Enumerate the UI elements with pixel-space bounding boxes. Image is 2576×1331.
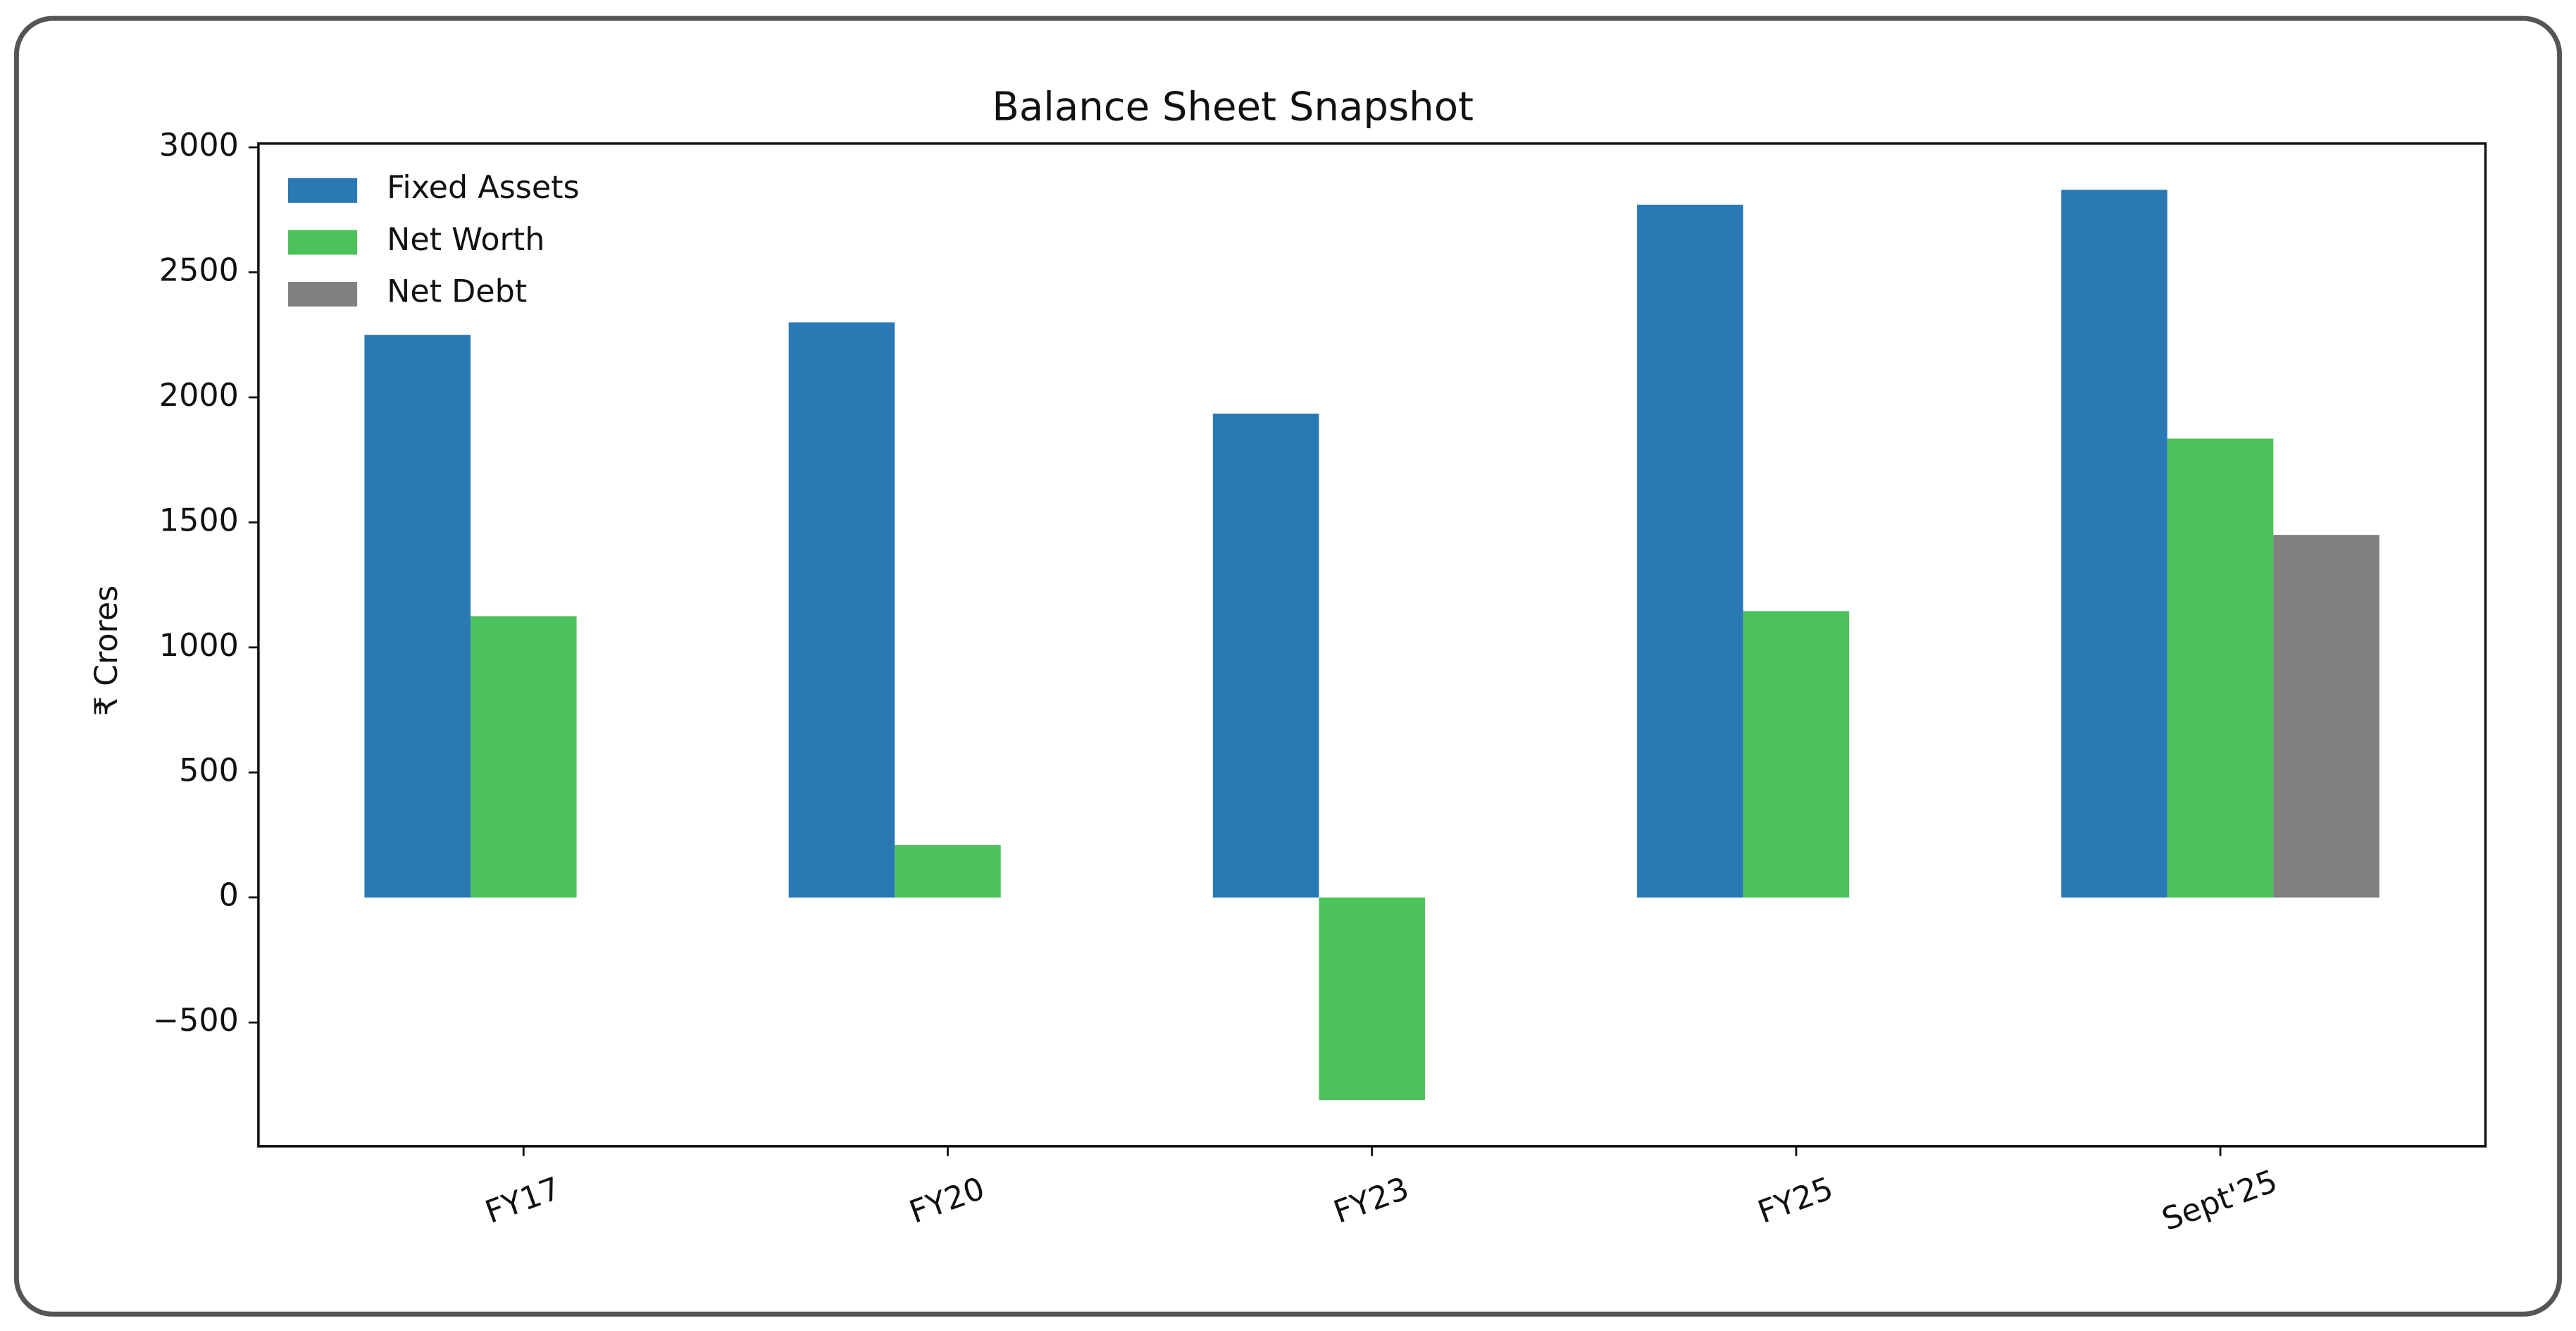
bar xyxy=(2061,190,2167,898)
legend-label: Net Worth xyxy=(387,222,545,258)
bar xyxy=(2273,535,2379,898)
y-tick-label: −500 xyxy=(153,1003,239,1039)
y-tick-label: 0 xyxy=(219,878,239,914)
legend-swatch xyxy=(287,282,358,307)
chart-title: Balance Sheet Snapshot xyxy=(992,84,1474,130)
legend-label: Net Debt xyxy=(387,273,527,309)
y-tick-label: 2500 xyxy=(159,253,239,289)
legend-label: Fixed Assets xyxy=(387,170,580,206)
bar xyxy=(1743,611,1850,898)
legend-swatch xyxy=(287,230,358,255)
bar xyxy=(1637,204,1743,898)
legend-swatch xyxy=(287,178,358,203)
y-tick-label: 500 xyxy=(179,753,239,788)
bar xyxy=(788,322,895,898)
bar xyxy=(364,335,471,898)
y-tick-label: 2000 xyxy=(159,378,239,414)
bar xyxy=(895,845,1001,898)
bar xyxy=(1212,414,1319,898)
bar xyxy=(470,616,577,898)
bar xyxy=(1319,897,1425,1101)
y-tick-label: 1000 xyxy=(159,628,239,664)
bar xyxy=(2167,438,2274,898)
y-tick-label: 3000 xyxy=(159,128,239,163)
y-axis-label: ₹ Crores xyxy=(89,586,125,716)
y-tick-label: 1500 xyxy=(159,502,239,538)
